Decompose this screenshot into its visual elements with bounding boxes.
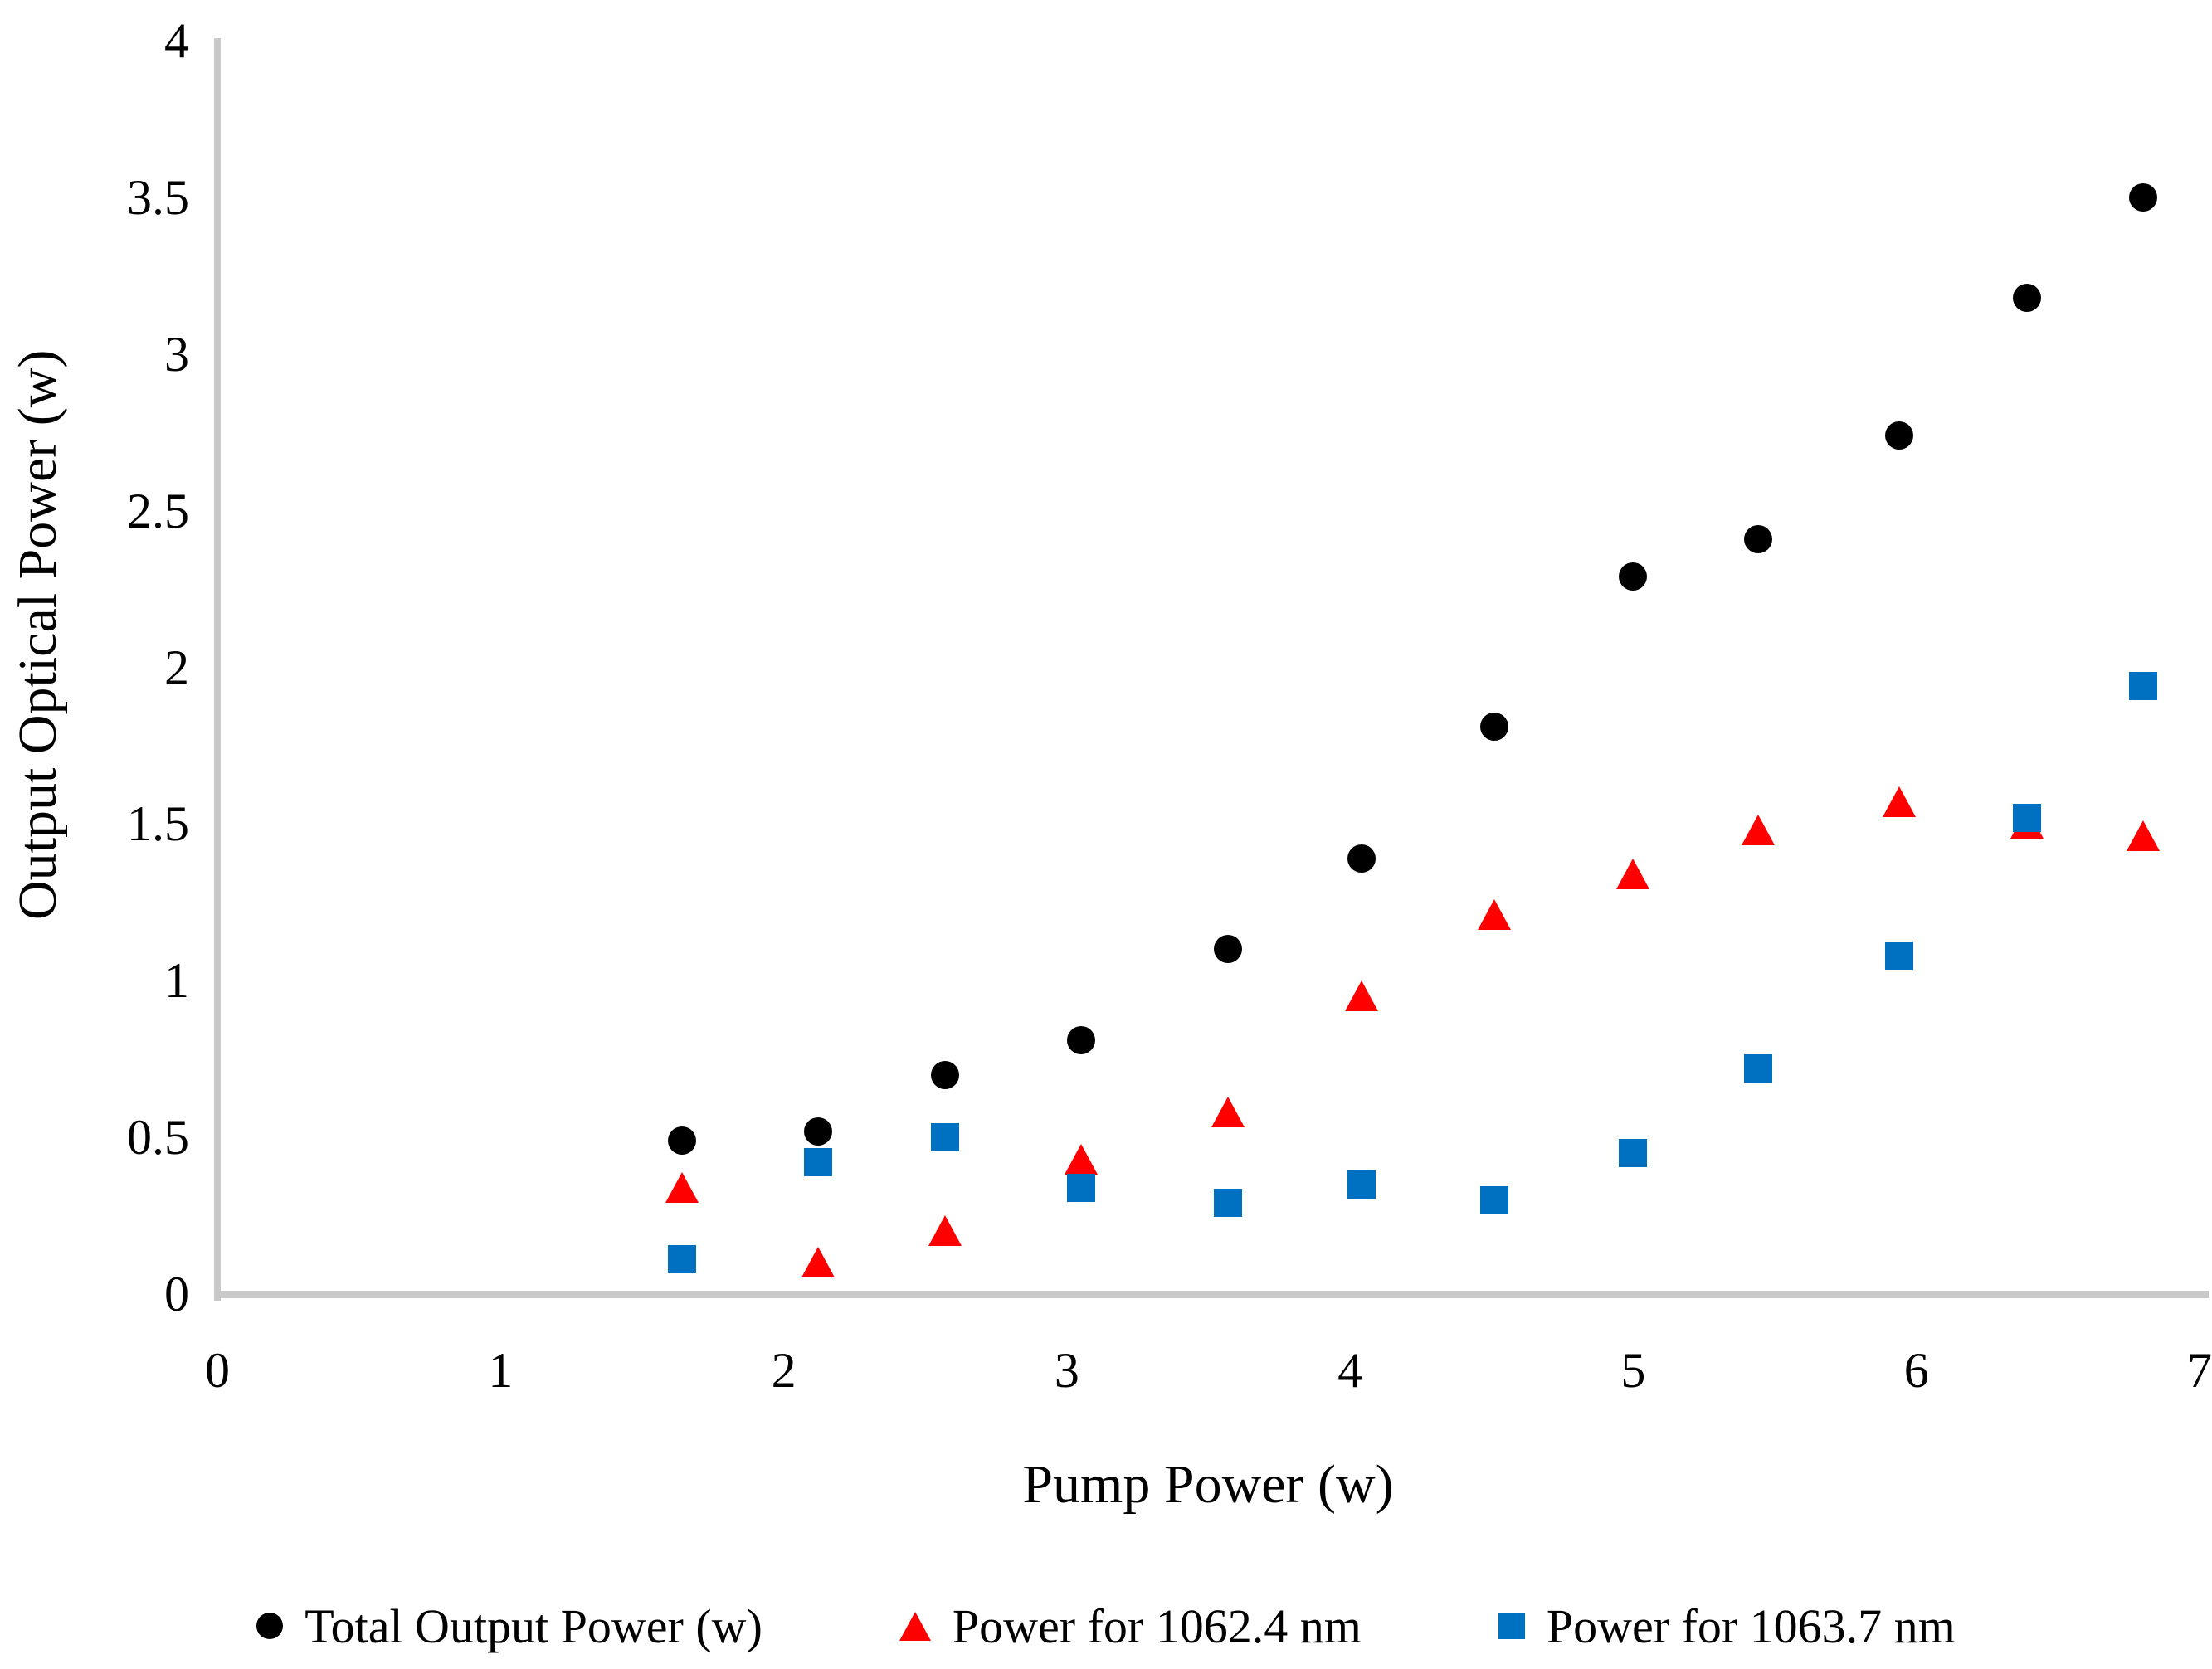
x-axis-line (214, 1291, 2209, 1298)
circle-data-point (1214, 935, 1243, 964)
square-marker-icon (1498, 1613, 1525, 1639)
circle-data-point (667, 1126, 696, 1155)
x-tick-label: 2 (771, 1343, 797, 1398)
circle-data-point (803, 1117, 832, 1146)
legend-label: Power for 1062.4 nm (952, 1598, 1362, 1653)
legend-item-power-1062-4: Power for 1062.4 nm (899, 1598, 1362, 1654)
circle-data-point (1347, 844, 1376, 873)
legend-label: Power for 1063.7 nm (1546, 1598, 1956, 1653)
triangle-data-point (665, 1171, 699, 1203)
triangle-data-point (1741, 814, 1775, 845)
square-data-point (931, 1123, 960, 1152)
circle-data-point (1619, 562, 1648, 591)
x-tick-label: 6 (1903, 1343, 1929, 1398)
x-tick-label: 5 (1620, 1343, 1646, 1398)
y-tick-label: 0.5 (127, 1110, 189, 1165)
triangle-marker-icon (899, 1611, 931, 1641)
circle-data-point (1480, 713, 1509, 742)
triangle-data-point (1883, 786, 1917, 817)
triangle-data-point (2126, 820, 2160, 852)
triangle-data-point (801, 1247, 835, 1278)
x-tick-label: 3 (1054, 1343, 1079, 1398)
y-tick-label: 3 (164, 326, 189, 382)
square-data-point (667, 1245, 696, 1274)
y-tick-label: 1 (164, 953, 189, 1009)
square-data-point (1619, 1139, 1648, 1167)
circle-data-point (931, 1060, 960, 1089)
y-axis-title: Output Optical Power (w) (7, 349, 68, 920)
x-axis-title: Pump Power (w) (1022, 1454, 1394, 1515)
x-tick-label: 1 (488, 1343, 514, 1398)
x-tick-label: 7 (2187, 1343, 2212, 1398)
y-tick-label: 4 (164, 13, 189, 68)
y-tick-label: 0 (164, 1267, 189, 1321)
y-tick-label: 1.5 (127, 796, 189, 852)
square-data-point (1480, 1185, 1509, 1214)
triangle-data-point (1616, 858, 1650, 889)
circle-data-point (1066, 1026, 1095, 1055)
circle-data-point (2012, 283, 2041, 312)
x-tick-label: 4 (1337, 1343, 1363, 1398)
square-data-point (2012, 803, 2041, 832)
square-data-point (1214, 1189, 1243, 1218)
square-data-point (803, 1148, 832, 1177)
x-tick-label: 0 (205, 1343, 230, 1398)
circle-data-point (2128, 182, 2157, 212)
triangle-data-point (1064, 1143, 1098, 1175)
circle-marker-icon (256, 1613, 284, 1639)
square-data-point (1066, 1173, 1095, 1202)
legend-label: Total Output Power (w) (305, 1598, 763, 1653)
y-tick-label: 2.5 (127, 483, 189, 538)
chart-legend: Total Output Power (w) Power for 1062.4 … (0, 1576, 2212, 1669)
legend-item-total-output-power: Total Output Power (w) (256, 1598, 763, 1654)
triangle-data-point (1478, 898, 1512, 930)
y-tick-label: 3.5 (127, 169, 189, 225)
y-axis-line (214, 38, 221, 1301)
y-tick-label: 2 (164, 640, 189, 695)
triangle-data-point (1344, 980, 1378, 1012)
triangle-data-point (928, 1215, 962, 1247)
triangle-data-point (1211, 1096, 1245, 1127)
legend-item-power-1063-7: Power for 1063.7 nm (1498, 1598, 1956, 1654)
square-data-point (1347, 1170, 1376, 1199)
circle-data-point (1743, 524, 1772, 553)
square-data-point (1885, 942, 1914, 971)
circle-data-point (1885, 421, 1914, 450)
square-data-point (2128, 672, 2157, 701)
square-data-point (1743, 1054, 1772, 1083)
